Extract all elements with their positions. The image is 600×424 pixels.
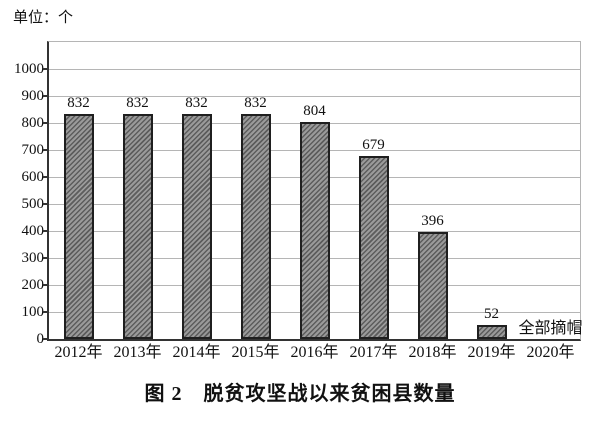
- x-axis-label-2013年: 2013年: [113, 344, 162, 361]
- y-axis-tick-label: 700: [21, 142, 45, 158]
- y-axis-tick-label: 300: [21, 250, 45, 266]
- bar-2014年: [181, 114, 212, 339]
- y-axis-tick-mark: [43, 257, 48, 259]
- y-axis-tick-mark: [43, 203, 48, 205]
- y-axis-tick-label: 1000: [14, 61, 44, 77]
- bar-value-label: 804: [303, 103, 326, 119]
- y-axis-tick-mark: [43, 122, 48, 124]
- y-axis-tick-label: 800: [21, 115, 45, 131]
- chart-caption: 图 2 脱贫攻坚战以来贫困县数量: [144, 383, 456, 405]
- y-axis-tick-mark: [43, 176, 48, 178]
- gridline-1000: [49, 69, 580, 70]
- y-axis-tick-mark: [43, 149, 48, 151]
- y-axis-tick-mark: [43, 311, 48, 313]
- y-axis-tick-label: 900: [21, 88, 45, 104]
- bar-value-label: 832: [185, 95, 208, 111]
- y-axis-tick-mark: [43, 338, 48, 340]
- y-axis-tick-label: 100: [21, 304, 45, 320]
- bar-value-label: 832: [126, 95, 149, 111]
- x-axis-label-2014年: 2014年: [172, 344, 221, 361]
- bar-2016年: [299, 122, 330, 339]
- bar-value-label: 832: [67, 95, 90, 111]
- x-axis-label-2017年: 2017年: [349, 344, 398, 361]
- y-axis-tick-mark: [43, 230, 48, 232]
- bar-2015年: [240, 114, 271, 339]
- x-axis-label-2015年: 2015年: [231, 344, 280, 361]
- y-axis-tick-label: 500: [21, 196, 45, 212]
- x-axis-label-2012年: 2012年: [54, 344, 103, 361]
- bar-2019年: [476, 325, 507, 339]
- bar-2012年: [63, 114, 94, 339]
- x-axis-label-2019年: 2019年: [467, 344, 516, 361]
- bar-value-label: 52: [484, 306, 499, 322]
- y-axis-tick-mark: [43, 68, 48, 70]
- y-axis-tick-label: 400: [21, 223, 45, 239]
- x-axis-label-2018年: 2018年: [408, 344, 457, 361]
- x-axis-label-2016年: 2016年: [290, 344, 339, 361]
- gridline-900: [49, 96, 580, 97]
- unit-label: 单位：个: [13, 10, 74, 26]
- plot-area: 832 832 832 832 804 679 396 52 全部摘帽: [47, 41, 583, 341]
- y-axis-tick-mark: [43, 95, 48, 97]
- bar-value-label: 396: [421, 213, 444, 229]
- bar-2018年: [417, 232, 448, 339]
- y-axis-tick-label: 600: [21, 169, 45, 185]
- annotation-label: 全部摘帽: [518, 320, 583, 337]
- x-axis-label-2020年: 2020年: [526, 344, 575, 361]
- bar-value-label: 679: [362, 137, 385, 153]
- y-axis-tick-mark: [43, 284, 48, 286]
- bar-2017年: [358, 156, 389, 339]
- y-axis-tick-label: 200: [21, 277, 45, 293]
- bar-2013年: [122, 114, 153, 339]
- bar-value-label: 832: [244, 95, 267, 111]
- y-axis-tick-label: 0: [36, 331, 45, 347]
